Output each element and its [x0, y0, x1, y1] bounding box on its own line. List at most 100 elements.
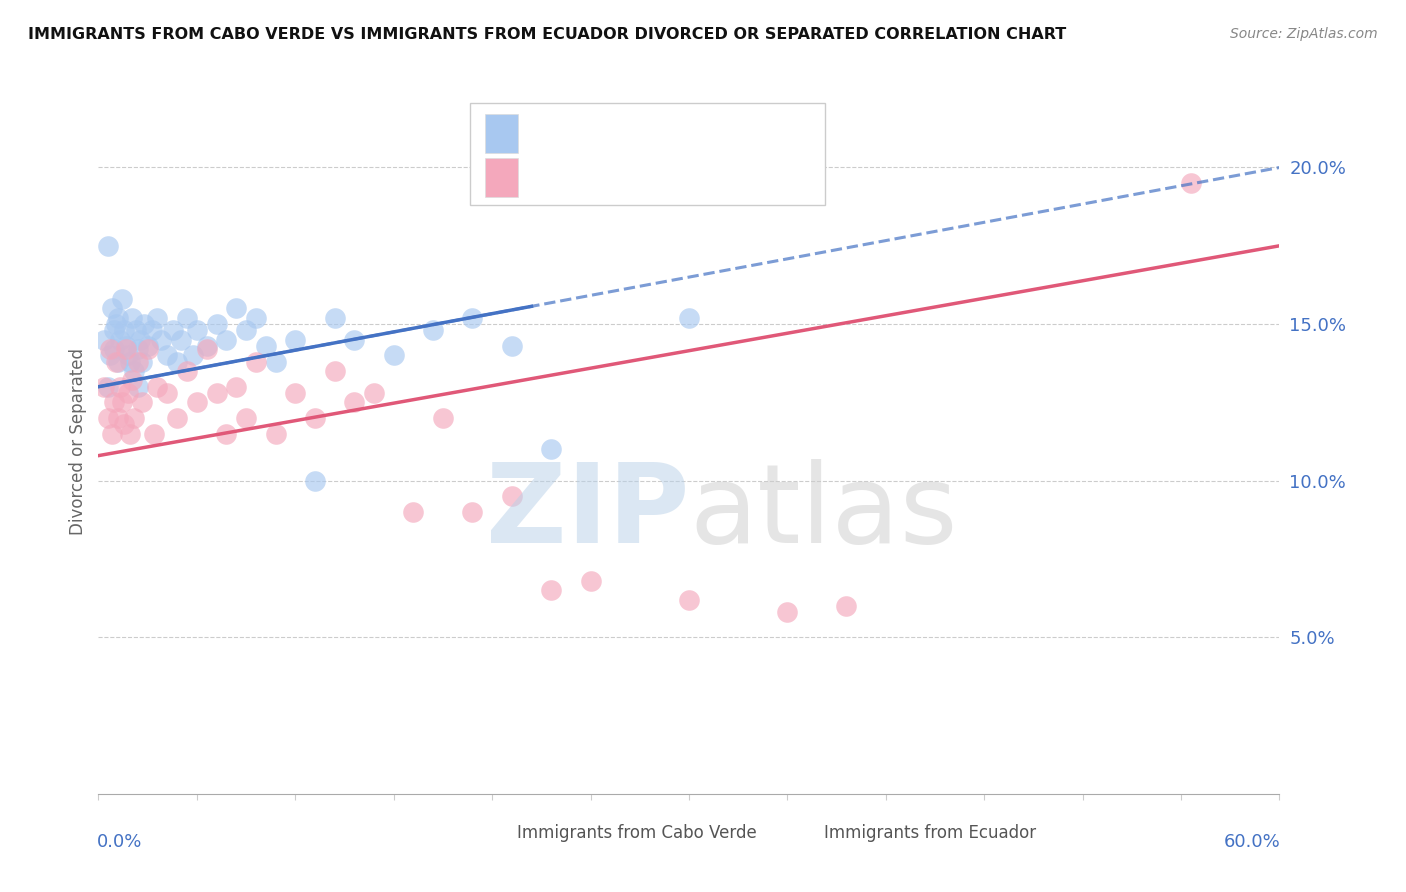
Text: R =: R = — [536, 169, 575, 186]
Y-axis label: Divorced or Separated: Divorced or Separated — [69, 348, 87, 535]
Point — [146, 380, 169, 394]
Point — [132, 317, 155, 331]
Point — [107, 411, 129, 425]
Text: Immigrants from Ecuador: Immigrants from Ecuador — [824, 824, 1036, 842]
Point — [170, 333, 193, 347]
Point — [103, 395, 125, 409]
Point — [176, 364, 198, 378]
Point — [162, 323, 184, 337]
Text: 60.0%: 60.0% — [1223, 832, 1281, 851]
Point — [111, 395, 134, 409]
Point — [125, 323, 148, 337]
Point — [136, 342, 159, 356]
Point — [264, 426, 287, 441]
Point — [1180, 176, 1202, 190]
Point — [678, 592, 700, 607]
Point — [131, 354, 153, 368]
Point — [141, 323, 163, 337]
Point — [461, 505, 484, 519]
Point — [422, 323, 444, 337]
Point — [101, 301, 124, 316]
Point — [115, 342, 138, 356]
Point — [121, 374, 143, 388]
Point — [103, 342, 125, 356]
Bar — [477, 822, 502, 845]
Point — [501, 489, 523, 503]
Point — [284, 386, 307, 401]
Point — [103, 323, 125, 337]
Point — [215, 333, 238, 347]
Point — [156, 348, 179, 362]
Point — [166, 411, 188, 425]
Point — [284, 333, 307, 347]
Point — [461, 310, 484, 325]
Point — [205, 317, 228, 331]
Point — [127, 342, 149, 356]
Point — [105, 317, 128, 331]
Point — [402, 505, 425, 519]
Point — [382, 348, 405, 362]
Point — [225, 380, 247, 394]
Point — [323, 310, 346, 325]
Point — [97, 239, 120, 253]
Point — [142, 426, 165, 441]
Point — [343, 333, 366, 347]
Point — [254, 339, 277, 353]
Point — [111, 292, 134, 306]
Point — [150, 333, 173, 347]
Point — [776, 605, 799, 619]
Text: IMMIGRANTS FROM CABO VERDE VS IMMIGRANTS FROM ECUADOR DIVORCED OR SEPARATED CORR: IMMIGRANTS FROM CABO VERDE VS IMMIGRANTS… — [28, 27, 1066, 42]
Point — [195, 342, 218, 356]
Point — [181, 348, 204, 362]
Bar — [485, 158, 517, 197]
Text: 0.193: 0.193 — [585, 124, 643, 142]
Point — [121, 310, 143, 325]
Point — [127, 354, 149, 368]
Point — [122, 411, 145, 425]
Point — [235, 323, 257, 337]
Point — [131, 395, 153, 409]
Point — [107, 310, 129, 325]
Text: 46: 46 — [713, 169, 738, 186]
Point — [343, 395, 366, 409]
Point — [225, 301, 247, 316]
Point — [105, 354, 128, 368]
Point — [146, 310, 169, 325]
Text: R =: R = — [536, 124, 575, 142]
Point — [98, 342, 121, 356]
FancyBboxPatch shape — [471, 103, 825, 205]
Point — [118, 426, 141, 441]
Point — [93, 333, 115, 347]
Point — [245, 310, 267, 325]
Text: 53: 53 — [713, 124, 738, 142]
Point — [122, 364, 145, 378]
Text: Source: ZipAtlas.com: Source: ZipAtlas.com — [1230, 27, 1378, 41]
Point — [112, 417, 135, 432]
Point — [93, 380, 115, 394]
Point — [108, 380, 131, 394]
Point — [186, 323, 208, 337]
Point — [540, 583, 562, 598]
Bar — [783, 822, 810, 845]
Point — [127, 380, 149, 394]
Point — [432, 411, 454, 425]
Text: N =: N = — [648, 124, 699, 142]
Point — [304, 411, 326, 425]
Point — [166, 354, 188, 368]
Point — [304, 474, 326, 488]
Point — [117, 386, 139, 401]
Text: Immigrants from Cabo Verde: Immigrants from Cabo Verde — [516, 824, 756, 842]
Point — [112, 323, 135, 337]
Point — [540, 442, 562, 457]
Point — [501, 339, 523, 353]
Point — [205, 386, 228, 401]
Point — [195, 339, 218, 353]
Point — [97, 411, 120, 425]
Point — [678, 310, 700, 325]
Point — [118, 354, 141, 368]
Point — [363, 386, 385, 401]
Point — [98, 348, 121, 362]
Point — [323, 364, 346, 378]
Point — [579, 574, 602, 588]
Point — [108, 333, 131, 347]
